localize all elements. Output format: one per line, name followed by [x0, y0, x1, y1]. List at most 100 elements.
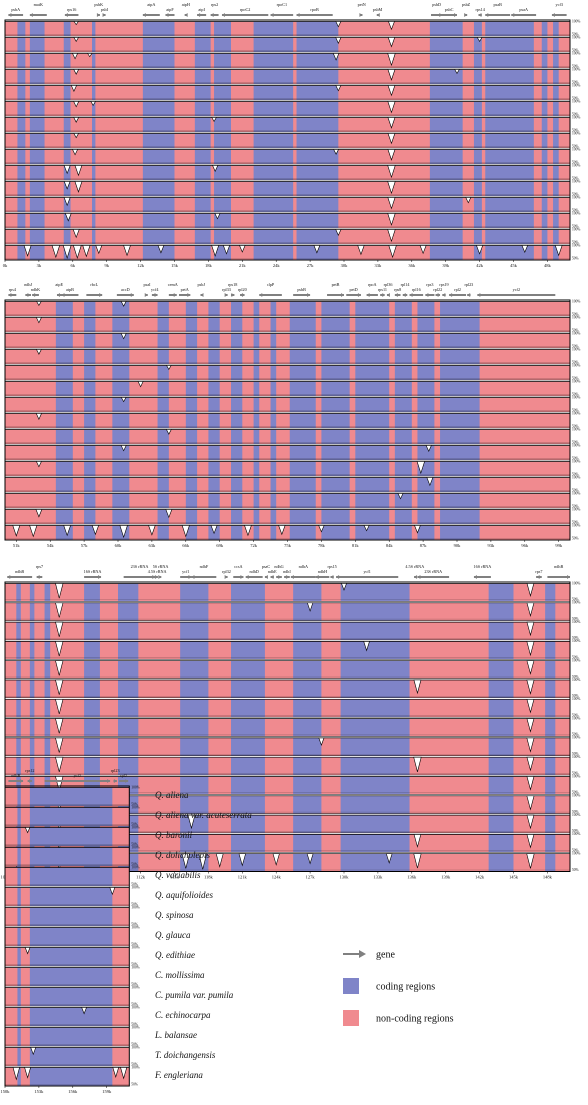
coding-region: [340, 602, 410, 621]
conservation-dip: [272, 853, 280, 866]
coding-region: [194, 69, 211, 84]
coding-region: [17, 827, 21, 846]
conservation-dip: [465, 197, 472, 204]
coding-region: [231, 317, 243, 332]
coding-region: [142, 37, 175, 52]
coding-region: [112, 461, 130, 476]
x-tick-label: 3k: [37, 263, 42, 268]
gene-bar: [86, 294, 103, 296]
conservation-dip: [306, 602, 314, 612]
coding-region: [296, 21, 339, 36]
coding-region: [429, 69, 463, 84]
conservation-dip: [181, 525, 190, 538]
coding-region: [231, 301, 243, 316]
y-tick-label: 100%: [572, 716, 580, 720]
y-tick-label: 50%: [131, 1062, 138, 1066]
y-tick-label: 100%: [572, 227, 580, 231]
species-label: Q. aliena: [155, 790, 189, 800]
gene-arrow: [284, 575, 288, 579]
coding-region: [92, 85, 96, 100]
y-tick-label: 50%: [131, 982, 138, 986]
coding-region: [231, 641, 265, 660]
coding-region: [440, 349, 480, 364]
y-tick-label: 50%: [572, 829, 579, 833]
gene-label: ccsA: [234, 564, 242, 569]
conservation-dip: [526, 698, 535, 714]
conservation-dip: [215, 853, 224, 868]
gene-bar: [290, 576, 316, 578]
x-tick-label: 51k: [13, 543, 21, 548]
coding-region: [253, 365, 260, 380]
conservation-dip: [181, 853, 190, 869]
coding-region: [118, 602, 139, 621]
y-tick-label: 100%: [131, 865, 139, 869]
gene-label: ndhG: [274, 564, 283, 569]
conservation-dip: [318, 525, 325, 533]
noncoding-region: [5, 853, 570, 872]
coding-region: [545, 737, 556, 756]
y-tick-label: 100%: [572, 697, 580, 701]
gene-arrow: [240, 293, 244, 297]
coding-region: [485, 181, 534, 196]
gene-label: ndhK: [31, 287, 40, 292]
conservation-dip: [35, 413, 42, 420]
coding-region: [208, 397, 220, 412]
y-tick-label: 100%: [572, 131, 580, 135]
coding-region: [180, 680, 209, 698]
coding-region: [157, 461, 169, 476]
coding-region: [488, 795, 514, 814]
coding-region: [55, 413, 73, 428]
coding-region: [545, 834, 556, 853]
coding-region: [17, 181, 26, 196]
coding-region: [340, 853, 410, 872]
coding-region: [194, 117, 211, 132]
coding-region: [44, 718, 51, 737]
coding-region: [473, 69, 482, 84]
coding-region: [253, 197, 294, 212]
coding-region: [473, 117, 482, 132]
conservation-dip: [90, 101, 96, 107]
coding-region: [440, 461, 480, 476]
coding-region: [185, 317, 198, 332]
coding-region: [545, 853, 556, 872]
gene-bar: [270, 14, 294, 16]
conservation-dip: [416, 461, 426, 475]
coding-region: [485, 149, 534, 164]
gene-label: rps3: [426, 282, 433, 287]
gene-label: rpl22: [433, 287, 442, 292]
coding-region: [17, 101, 26, 116]
conservation-dip: [335, 229, 342, 236]
coding-region: [321, 301, 350, 316]
x-tick-label: 115k: [170, 875, 180, 880]
coding-region: [44, 757, 51, 775]
coding-region: [429, 53, 463, 68]
coding-region: [17, 229, 26, 244]
panel-frame: [4, 581, 571, 872]
coding-region: [29, 757, 35, 775]
coding-region: [185, 525, 198, 540]
coding-region: [553, 245, 559, 260]
gene-label: ndhA: [299, 564, 308, 569]
coding-region: [253, 69, 294, 84]
gene-arrow: [158, 575, 162, 579]
coding-region: [112, 493, 130, 508]
x-tick-label: 36k: [408, 263, 416, 268]
coding-region: [473, 181, 482, 196]
coding-region: [118, 660, 139, 679]
y-tick-label: 50%: [131, 1042, 138, 1046]
coding-region: [92, 133, 96, 148]
coding-region: [553, 133, 559, 148]
y-tick-label: 50%: [572, 868, 579, 872]
y-tick-label: 100%: [572, 427, 580, 431]
coding-region: [321, 461, 350, 476]
conservation-dip: [55, 602, 64, 618]
gene-label: rpl33: [222, 287, 231, 292]
conservation-dip: [414, 525, 421, 534]
coding-region: [194, 197, 211, 212]
gene-bar: [64, 14, 79, 16]
coding-region: [16, 757, 21, 775]
coding-region: [84, 699, 100, 718]
coding-region: [289, 381, 316, 396]
y-tick-label: 100%: [572, 363, 580, 367]
x-tick-label: 30k: [341, 263, 349, 268]
